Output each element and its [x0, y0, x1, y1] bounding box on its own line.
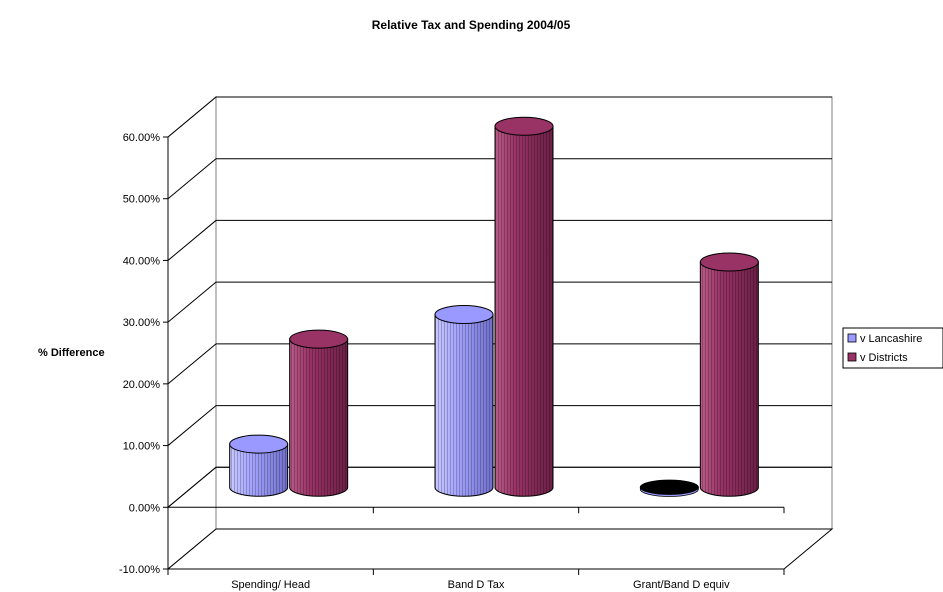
y-axis-label: % Difference: [38, 347, 105, 359]
y-tick-label: 30.00%: [123, 317, 161, 329]
legend-label-v-districts: v Districts: [860, 352, 908, 364]
zero-back-line: [167, 466, 832, 508]
x-category-spending-head: Spending/ Head: [231, 579, 310, 591]
legend-label-v-lancashire: v Lancashire: [860, 333, 922, 345]
y-tick-label: 60.00%: [123, 132, 161, 144]
floor: [166, 528, 834, 570]
x-axis-categories: Spending/ Head Band D Tax Grant/Band D equ…: [167, 506, 785, 591]
gridlines: [167, 96, 832, 508]
chart-title: Relative Tax and Spending 2004/05: [372, 18, 571, 32]
gridline: [167, 343, 832, 385]
gridline: [167, 281, 832, 323]
legend-box: [842, 327, 943, 369]
gridline: [167, 158, 832, 200]
y-tick-label: 0.00%: [129, 502, 160, 514]
y-tick-label: 20.00%: [123, 379, 161, 391]
gridline: [167, 405, 832, 446]
bar-v-districts-grant-band-d-equiv: [699, 252, 759, 497]
x-category-band-d-tax: Band D Tax: [448, 579, 505, 591]
y-tick-label: -10.00%: [119, 564, 160, 576]
bar-v-lancashire-spending-head: [229, 434, 289, 497]
legend-swatch-v-districts: [847, 352, 857, 362]
gridline: [167, 96, 832, 138]
bar-v-districts-band-d-tax: [494, 116, 554, 497]
legend-swatch-v-lancashire: [847, 333, 857, 343]
side-wall: [167, 95, 217, 571]
bar-v-districts-spending-head: [289, 329, 349, 497]
bar-v-lancashire-grant-band-d-equiv: [639, 479, 699, 497]
y-axis-ticks: -10.00% 0.00% 10.00% 20.00% 30.00% 40.00% 50.0…: [119, 132, 169, 576]
bars: [229, 116, 759, 497]
legend: v Lancashire v Districts: [842, 327, 943, 369]
x-category-grant-band-d-equiv: Grant/Band D equiv: [633, 579, 730, 591]
gridline: [167, 219, 832, 261]
y-tick-label: 40.00%: [123, 255, 161, 267]
y-tick-label: 10.00%: [123, 441, 161, 453]
y-tick-label: 50.00%: [123, 194, 161, 206]
bar-v-lancashire-band-d-tax: [434, 304, 494, 497]
